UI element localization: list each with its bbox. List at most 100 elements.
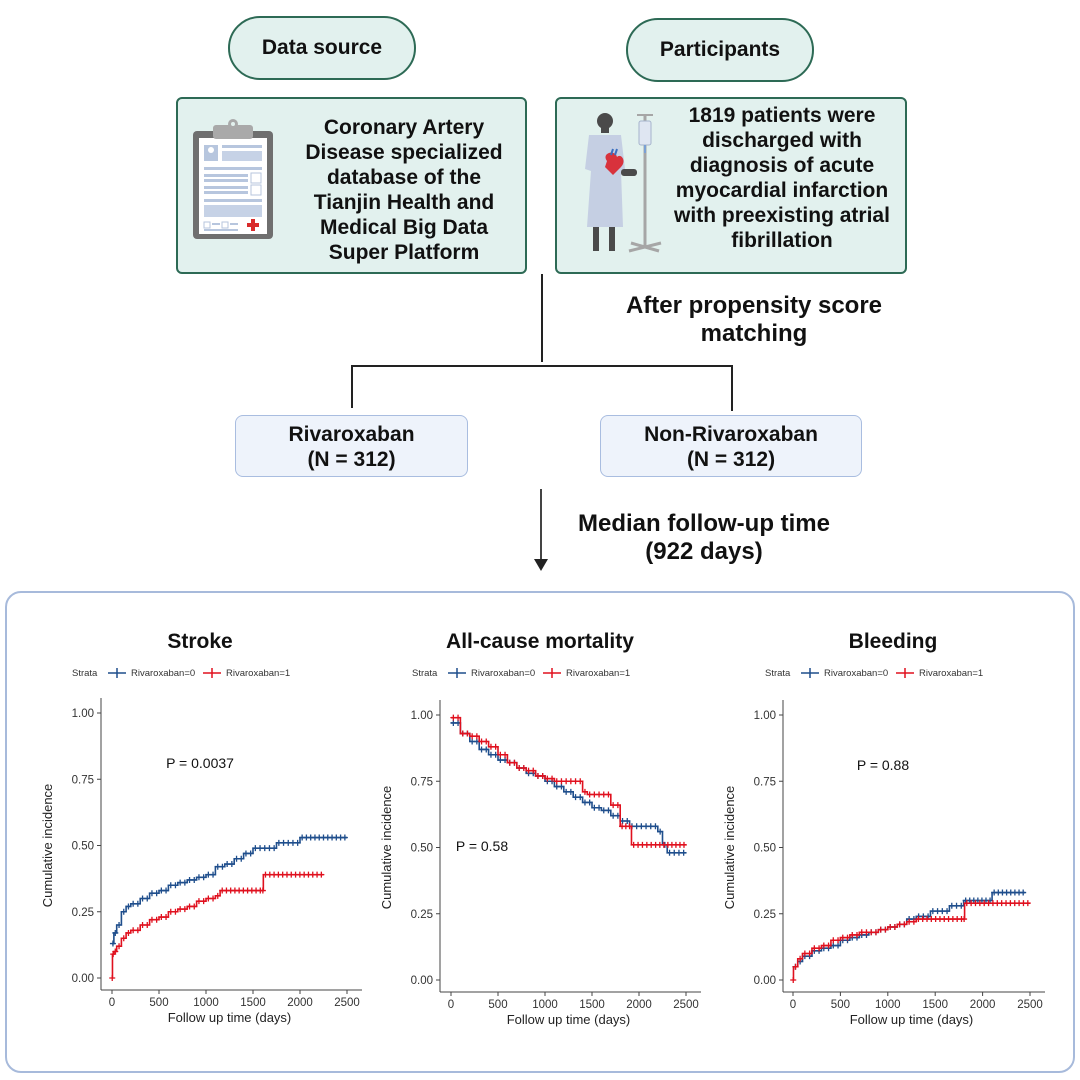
censor-mark: [455, 714, 462, 721]
x-tick-label: 1000: [532, 999, 558, 1011]
participants-card: 1819 patients were discharged with diagn…: [555, 97, 907, 274]
participants-text-line: fibrillation: [731, 229, 833, 252]
y-tick-label: 0.50: [754, 843, 776, 855]
censor-mark: [790, 977, 797, 983]
censor-mark: [153, 890, 160, 897]
censor-mark: [816, 945, 823, 952]
p-value-annotation: P = 0.0037: [166, 755, 234, 771]
group-count: (N = 312): [307, 448, 396, 471]
censor-mark: [464, 730, 471, 737]
km-curve-rivaroxaban-0: [112, 836, 347, 945]
chart-legend: Strata Rivaroxaban=0 Rivaroxaban=1: [765, 668, 983, 679]
censor-mark: [626, 823, 633, 830]
chart-legend: Strata Rivaroxaban=0 Rivaroxaban=1: [412, 668, 630, 679]
censor-mark: [271, 845, 278, 852]
legend-entry: Rivaroxaban=1: [566, 668, 630, 679]
censor-mark: [125, 929, 132, 936]
censor-mark: [614, 802, 621, 809]
followup-arrow-shaft: [540, 489, 542, 561]
participants-text-line: with preexisting atrial: [674, 204, 890, 227]
censor-mark: [228, 861, 235, 868]
censor-mark: [901, 921, 908, 928]
censor-mark: [483, 738, 490, 745]
censor-mark: [910, 918, 917, 925]
censor-mark: [567, 788, 574, 795]
censor-mark: [238, 855, 245, 862]
x-axis-label: Follow up time (days): [168, 1010, 292, 1025]
censor-mark: [539, 772, 546, 779]
x-tick-label: 0: [790, 999, 796, 1011]
censor-mark: [473, 733, 480, 740]
censor-mark: [492, 743, 499, 750]
y-tick-label: 0.00: [72, 973, 94, 985]
x-tick-label: 2500: [334, 997, 360, 1009]
legend-entry: Rivaroxaban=1: [919, 668, 983, 679]
censor-mark: [214, 892, 221, 899]
x-tick-label: 500: [831, 999, 850, 1011]
censor-mark: [1024, 900, 1031, 907]
censor-mark: [134, 900, 141, 907]
censor-mark: [1020, 889, 1027, 896]
arrow-down-icon: [534, 559, 548, 571]
censor-mark: [596, 804, 603, 811]
chart-title: Bleeding: [849, 630, 938, 653]
censor-mark: [191, 903, 198, 910]
participants-text: 1819 patients were discharged with diagn…: [659, 103, 905, 253]
censor-mark: [125, 903, 132, 910]
y-tick-label: 0.00: [754, 975, 776, 987]
censor-mark: [605, 791, 612, 798]
y-tick-label: 0.50: [411, 843, 433, 855]
legend-title: Strata: [72, 668, 98, 679]
group-name: Rivaroxaban: [288, 423, 415, 446]
censor-mark: [210, 871, 217, 878]
censor-marks: [109, 834, 348, 947]
x-tick-label: 500: [149, 997, 168, 1009]
censor-mark: [961, 916, 968, 923]
participants-text-line: 1819 patients were: [688, 104, 876, 127]
censor-mark: [116, 943, 123, 950]
censor-mark: [120, 935, 127, 942]
data-source-header-label: Data source: [261, 36, 383, 59]
censor-mark: [120, 908, 127, 915]
data-source-text-line: Medical Big Data: [319, 216, 489, 239]
censor-mark: [511, 759, 518, 766]
x-tick-label: 2500: [1017, 999, 1043, 1011]
censor-mark: [219, 863, 226, 870]
censor-mark: [109, 975, 116, 981]
x-tick-label: 500: [488, 999, 507, 1011]
legend-entry: Rivaroxaban=0: [824, 668, 888, 679]
connector-right-branch: [731, 365, 733, 411]
y-tick-label: 0.00: [411, 975, 433, 987]
participants-text-line: diagnosis of acute: [689, 154, 875, 177]
censor-mark: [792, 963, 799, 970]
patient-with-iv-drip-icon: [585, 113, 662, 253]
y-axis-label: Cumulative incidence: [722, 786, 737, 910]
followup-label-line: Median follow-up time: [578, 510, 830, 537]
censor-mark: [577, 778, 584, 785]
censor-mark: [116, 922, 123, 928]
censor-mark: [172, 908, 179, 915]
chart-title: Stroke: [167, 630, 232, 653]
censor-mark: [872, 929, 879, 936]
x-axis-label: Follow up time (days): [850, 1012, 974, 1027]
censor-mark: [153, 916, 160, 923]
censor-mark: [247, 850, 254, 857]
legend-entry: Rivaroxaban=0: [471, 668, 535, 679]
followup-label-line: (922 days): [645, 538, 763, 565]
group-non-rivaroxaban: Non-Rivaroxaban (N = 312): [600, 415, 862, 477]
chart-legend: Strata Rivaroxaban=0 Rivaroxaban=1: [72, 668, 290, 679]
chart-bleeding: Bleeding Strata Rivaroxaban=0 Rivaroxaban=1…: [722, 630, 1045, 1027]
censor-mark: [210, 895, 217, 902]
censor-mark: [891, 924, 898, 930]
censor-mark: [577, 794, 584, 801]
censor-mark: [958, 902, 965, 909]
y-tick-label: 0.75: [72, 774, 94, 786]
km-curve-rivaroxaban-1: [792, 902, 1030, 981]
censor-mark: [680, 849, 687, 856]
connector-horizontal-branch: [351, 365, 733, 367]
matching-label: After propensity score matching: [600, 292, 908, 348]
legend-title: Strata: [765, 668, 791, 679]
y-tick-label: 0.25: [754, 909, 776, 921]
matching-label-line: After propensity score: [625, 292, 883, 319]
data-source-text-line: Coronary Artery: [323, 116, 485, 139]
